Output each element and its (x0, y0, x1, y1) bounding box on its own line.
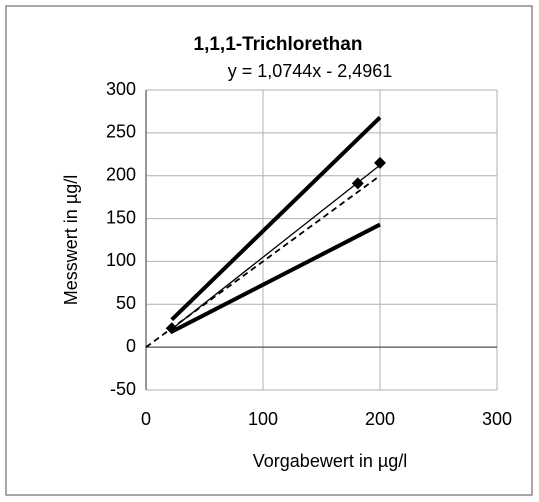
y-tick-label: 250 (106, 122, 136, 142)
x-tick-label: 100 (248, 409, 278, 429)
data-point (351, 177, 364, 190)
x-tick-label: 200 (365, 409, 395, 429)
series-line (145, 174, 381, 348)
chart-frame (5, 5, 533, 496)
y-tick-label: 200 (106, 164, 136, 184)
data-point (374, 156, 386, 169)
chart-title: 1,1,1-Trichlorethan (194, 34, 363, 55)
y-tick-label: 150 (106, 207, 136, 227)
y-tick-label: 300 (106, 79, 136, 99)
x-tick-label: 300 (482, 409, 512, 429)
series-line (170, 222, 381, 334)
y-axis-label: Messwert in µg/l (61, 175, 81, 305)
chart-subtitle: y = 1,0744x - 2,4961 (228, 61, 393, 81)
y-tick-label: 50 (116, 293, 136, 313)
data-point (165, 322, 178, 335)
y-tick-label: 100 (106, 250, 136, 270)
series-line (171, 164, 381, 330)
x-axis-label: Vorgabewert in µg/l (253, 451, 407, 471)
y-tick-label: -50 (110, 379, 136, 399)
y-tick-label: 0 (126, 336, 136, 356)
x-tick-label: 0 (141, 409, 151, 429)
series-line (170, 115, 382, 322)
